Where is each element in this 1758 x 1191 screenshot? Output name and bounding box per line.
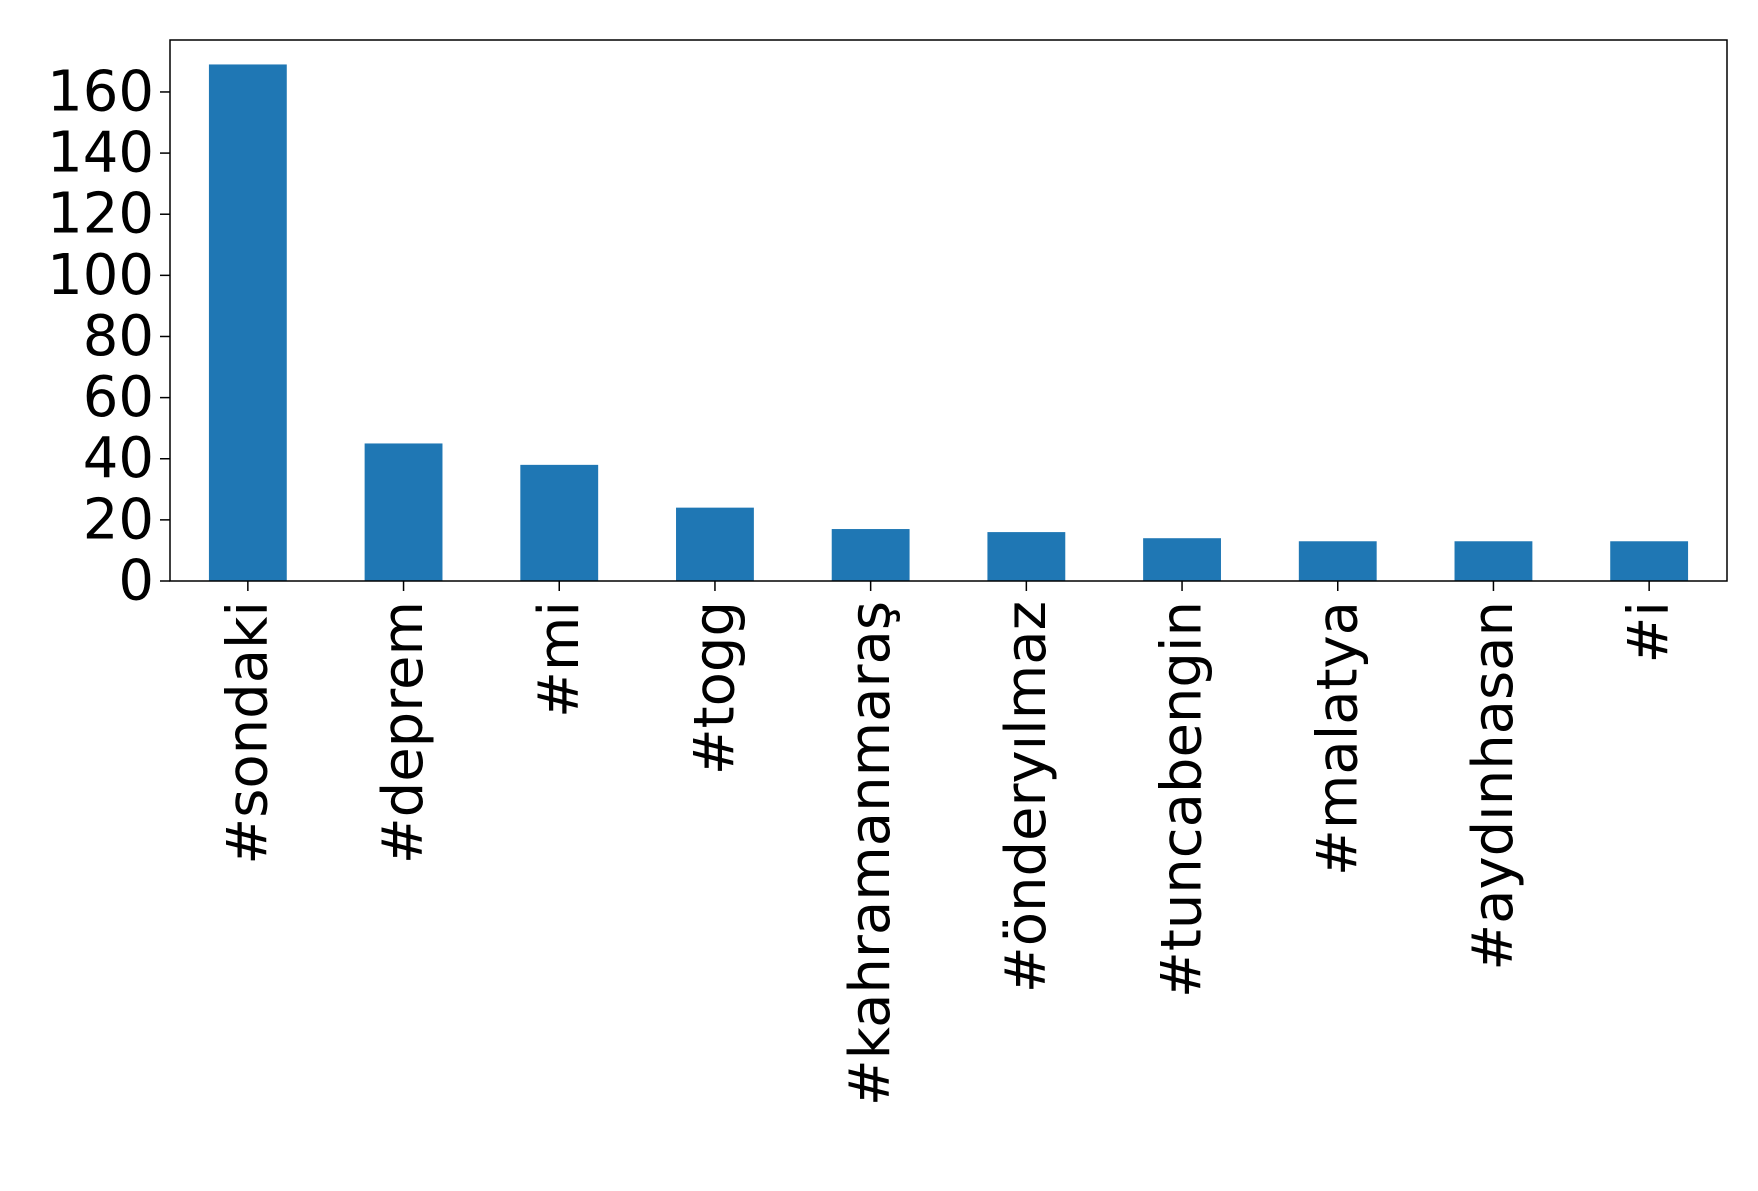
y-tick-label-3: 60 [83,365,154,430]
x-tick-label-7: #malatya [1305,601,1370,876]
bars [208,64,1689,582]
bar-4 [831,529,910,581]
x-tick-label-0: #sondaki [215,601,280,865]
y-tick-label-7: 140 [47,121,154,186]
bar-8 [1454,541,1533,581]
y-tick-label-6: 120 [47,182,154,247]
x-tick-label-4: #kahramanmaraş [838,601,903,1106]
y-tick-label-8: 160 [47,59,154,124]
bar-0 [208,64,287,582]
bar-9 [1610,541,1689,581]
x-tick-label-3: #togg [682,601,747,775]
bar-5 [987,532,1066,581]
bar-1 [364,443,443,581]
y-tick-label-4: 80 [83,304,154,369]
x-tick-label-2: #mi [527,601,592,718]
x-axis: #sondaki #deprem #mi #togg #kahramanmaraş #ön… [215,581,1682,1106]
bar-6 [1143,538,1221,581]
x-tick-label-6: #tuncabengin [1150,601,1215,998]
y-tick-label-2: 40 [83,426,154,491]
bar-2 [520,464,599,581]
bar-3 [676,507,754,581]
plot-frame [169,39,1728,582]
bar-7 [1298,541,1377,581]
y-tick-label-5: 100 [47,243,154,308]
y-tick-label-1: 20 [83,487,154,552]
y-tick-label-0: 0 [118,549,154,614]
x-tick-label-8: #aydınhasan [1461,601,1526,971]
x-tick-label-9: #i [1617,601,1682,663]
x-tick-label-1: #deprem [371,601,436,864]
x-tick-label-5: #önderyılmaz [994,601,1059,993]
